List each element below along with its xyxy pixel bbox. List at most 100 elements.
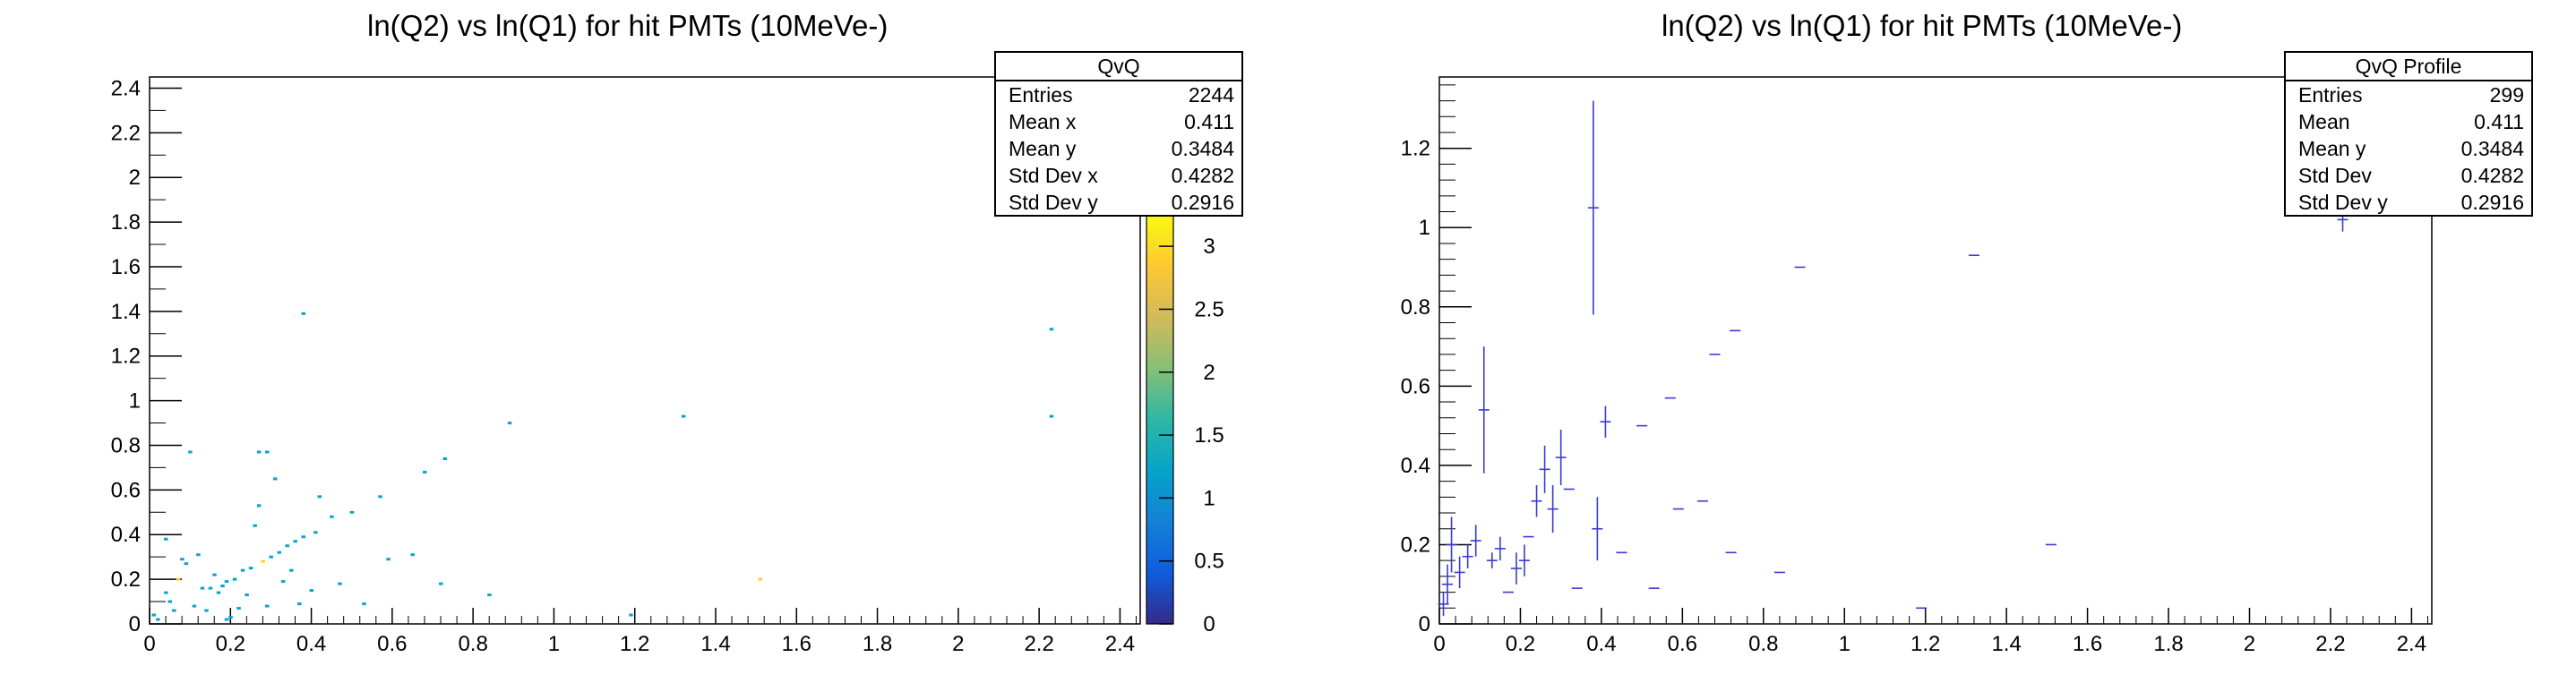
heatmap-cell <box>164 537 168 541</box>
x-tick-label: 1 <box>548 632 560 656</box>
stats-row: Mean y 0.3484 <box>2286 135 2531 162</box>
heatmap-cell <box>212 573 217 576</box>
stats-value: 0.411 <box>1184 110 1234 133</box>
y-tick-label: 1 <box>1419 216 1430 240</box>
profile-point <box>1531 485 1542 517</box>
profile-point <box>1592 497 1603 561</box>
profile-point <box>1478 346 1490 474</box>
x-tick-label: 2.2 <box>1024 632 1053 656</box>
x-tick-label: 2.4 <box>1105 632 1135 656</box>
y-tick-label: 1.6 <box>111 255 141 279</box>
color-scale-label: 1.5 <box>1194 423 1224 448</box>
x-tick-label: 1.4 <box>700 632 730 656</box>
color-scale-label: 3 <box>1203 235 1215 259</box>
heatmap-cell <box>362 602 366 606</box>
heatmap-cell <box>180 558 185 561</box>
heatmap-cell <box>285 544 289 548</box>
stats-label: Mean y <box>1009 137 1077 160</box>
heatmap-cell <box>245 593 249 597</box>
x-tick-label: 0.8 <box>1748 632 1778 656</box>
x-tick-label: 0 <box>143 632 155 656</box>
x-tick-label: 1 <box>1839 632 1850 656</box>
profile-point <box>1454 556 1465 589</box>
heatmap-cell <box>264 450 270 454</box>
heatmap-cell <box>439 582 443 585</box>
x-tick-label: 0 <box>1433 632 1445 656</box>
heatmap-cell <box>256 504 262 508</box>
color-scale-bar <box>1146 214 1174 625</box>
heatmap-cell <box>330 515 334 518</box>
stats-label: Std Dev y <box>2298 191 2388 214</box>
x-tick-label: 0.6 <box>1668 632 1697 656</box>
y-tick-label: 0.2 <box>111 568 141 592</box>
stats-value: 0.411 <box>2474 110 2524 133</box>
x-tick-label: 0.8 <box>458 632 487 656</box>
heatmap-cell <box>261 559 265 563</box>
stats-label: Mean x <box>1009 110 1077 133</box>
profile-point <box>1510 552 1522 585</box>
heatmap-cell <box>313 531 318 534</box>
color-scale-label: 1 <box>1203 486 1215 510</box>
stats-row: Entries 2244 <box>996 81 1241 108</box>
y-tick-label: 0.6 <box>1401 374 1430 398</box>
heatmap-cell <box>232 577 237 581</box>
stats-row: Mean y 0.3484 <box>996 135 1241 162</box>
heatmap-cell <box>507 422 512 425</box>
heatmap-cell <box>280 580 286 584</box>
profile-point <box>1446 516 1457 573</box>
x-tick-label: 2.4 <box>2397 632 2426 656</box>
profile-point <box>1486 552 1498 569</box>
heatmap-cell <box>269 555 273 559</box>
y-tick-label: 0.4 <box>111 523 141 547</box>
heatmap-cell <box>196 553 201 557</box>
heatmap-cell <box>378 495 382 499</box>
stats-label: Entries <box>2298 83 2363 107</box>
heatmap-cell <box>422 470 427 474</box>
heatmap-cell <box>758 577 763 581</box>
heatmap-cell <box>297 602 302 606</box>
heatmap-cell <box>487 593 492 597</box>
stats-row: Std Dev x 0.4282 <box>996 162 1241 189</box>
x-tick-label: 2.2 <box>2315 632 2345 656</box>
profile-point <box>1494 536 1506 561</box>
profile-point <box>1518 544 1530 576</box>
stats-value: 0.4282 <box>1171 164 1234 187</box>
heatmap-cell <box>289 568 294 572</box>
y-tick-label: 2 <box>129 166 141 190</box>
heatmap-cell <box>293 540 298 543</box>
stats-value: 0.3484 <box>1171 137 1234 160</box>
x-tick-label: 1.8 <box>2153 632 2183 656</box>
stats-label: Std Dev x <box>1009 164 1098 187</box>
heatmap-cell <box>228 616 233 619</box>
x-tick-label: 0.4 <box>1586 632 1616 656</box>
stats-value: 2244 <box>1188 83 1234 107</box>
stats-value: 299 <box>2489 83 2524 107</box>
y-tick-label: 0.4 <box>1401 454 1430 478</box>
heatmap-cell <box>301 312 306 315</box>
heatmap-cell <box>188 450 193 454</box>
y-tick-label: 0.8 <box>1401 295 1430 320</box>
plot-frame <box>1438 76 2433 625</box>
stats-label: Std Dev y <box>1009 191 1098 214</box>
heatmap-cell <box>236 607 241 610</box>
stats-value: 0.2916 <box>1171 191 1234 214</box>
heatmap-cell <box>200 586 205 590</box>
plot-frame <box>149 76 1141 625</box>
stats-row: Mean 0.411 <box>2286 108 2531 135</box>
y-tick-label: 0 <box>129 612 141 636</box>
left-stats-box: QvQ Entries 2244 Mean x 0.411 Mean y 0.3484… <box>994 51 1243 217</box>
heatmap-cell <box>264 604 270 608</box>
x-tick-label: 1.4 <box>1991 632 2021 656</box>
heatmap-cell <box>172 609 176 612</box>
x-tick-label: 1.6 <box>782 632 811 656</box>
x-tick-label: 0.2 <box>1506 632 1535 656</box>
heatmap-cell <box>277 551 281 554</box>
heatmap-cell <box>256 450 262 454</box>
profile-point <box>1442 564 1454 604</box>
y-tick-label: 0.2 <box>1401 533 1430 557</box>
profile-point <box>1547 485 1558 534</box>
heatmap-cell <box>220 585 225 588</box>
heatmap-cell <box>204 609 209 612</box>
stats-label: Mean <box>2298 110 2350 133</box>
heatmap-cell <box>248 567 253 570</box>
